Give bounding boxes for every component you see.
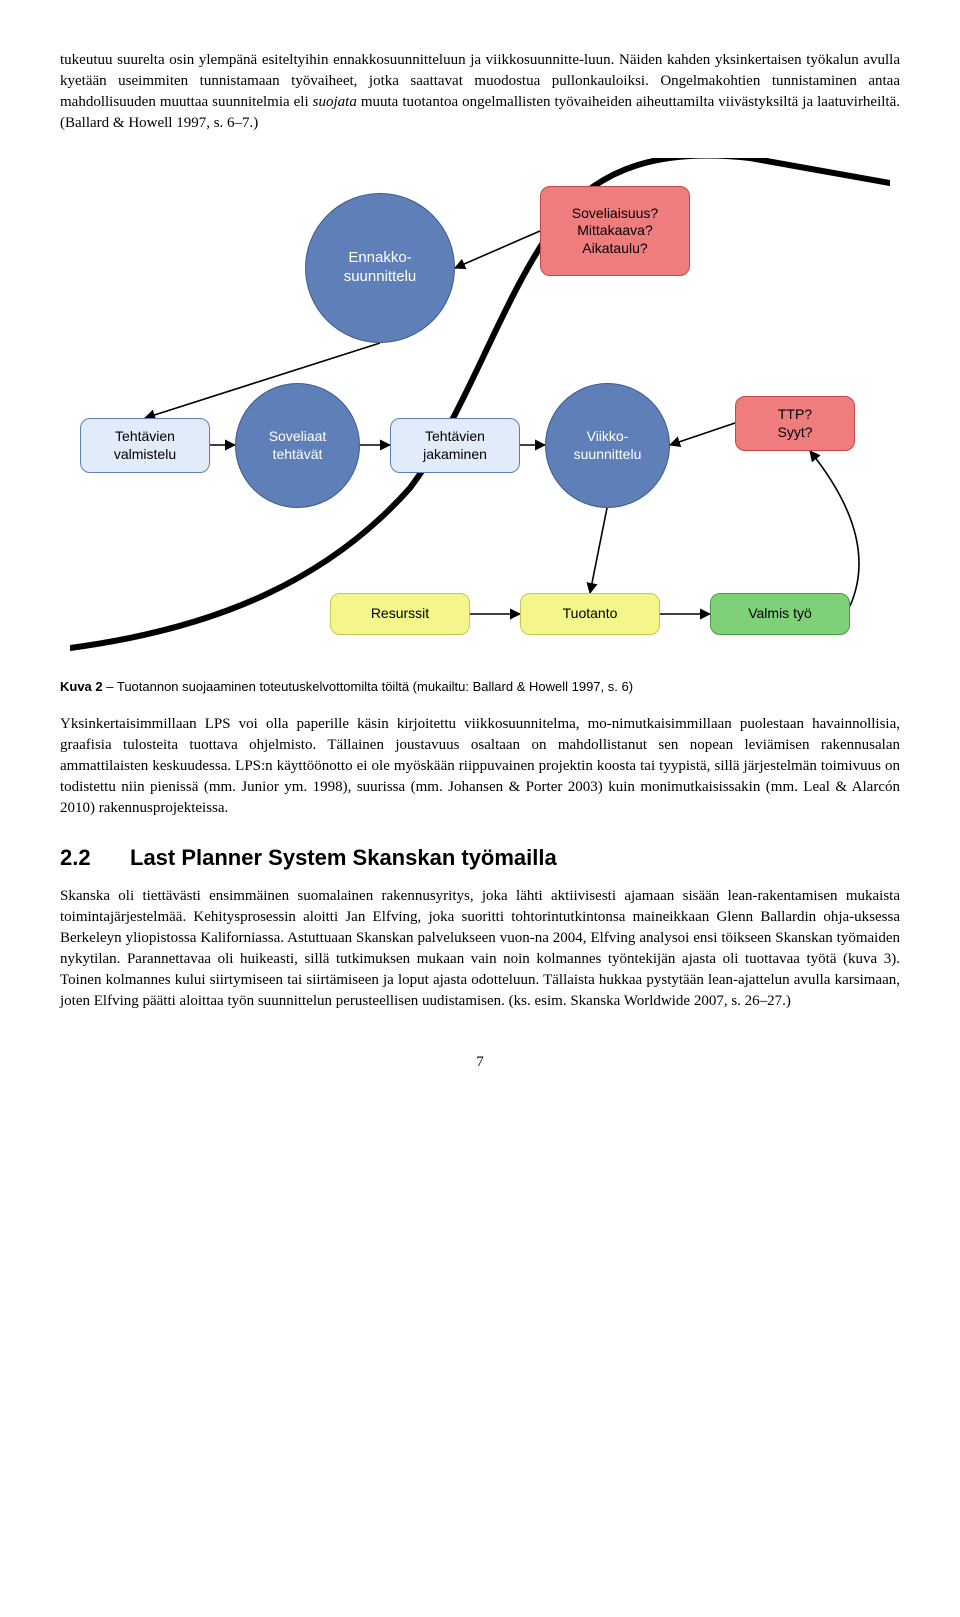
node-teht_jak: Tehtävienjakaminen <box>390 418 520 473</box>
node-ennakko: Ennakko-suunnittelu <box>305 193 455 343</box>
caption-rest: – Tuotannon suojaaminen toteutuskelvotto… <box>103 679 633 694</box>
node-viikko: Viikko-suunnittelu <box>545 383 670 508</box>
section-number: 2.2 <box>60 843 130 874</box>
section-title: Last Planner System Skanskan työmailla <box>130 845 557 870</box>
node-teht_val: Tehtävienvalmistelu <box>80 418 210 473</box>
paragraph-2: Yksinkertaisimmillaan LPS voi olla paper… <box>60 714 900 819</box>
node-ttp: TTP?Syyt? <box>735 396 855 451</box>
figure-2-caption: Kuva 2 – Tuotannon suojaaminen toteutusk… <box>60 678 900 696</box>
node-tuotanto: Tuotanto <box>520 593 660 635</box>
paragraph-1: tukeutuu suurelta osin ylempänä esitelty… <box>60 50 900 134</box>
figure-2-diagram: Ennakko-suunnittelu Soveliaisuus?Mittakaa… <box>70 158 890 668</box>
node-sovel: Soveliaisuus?Mittakaava?Aikataulu? <box>540 186 690 276</box>
node-valmis: Valmis työ <box>710 593 850 635</box>
page-number: 7 <box>60 1052 900 1073</box>
section-heading-2-2: 2.2Last Planner System Skanskan työmaill… <box>60 843 900 874</box>
node-soveliaat: Soveliaattehtävät <box>235 383 360 508</box>
caption-bold: Kuva 2 <box>60 679 103 694</box>
para1-italic: suojata <box>313 94 357 110</box>
paragraph-3: Skanska oli tiettävästi ensimmäinen suom… <box>60 886 900 1012</box>
node-resurssit: Resurssit <box>330 593 470 635</box>
